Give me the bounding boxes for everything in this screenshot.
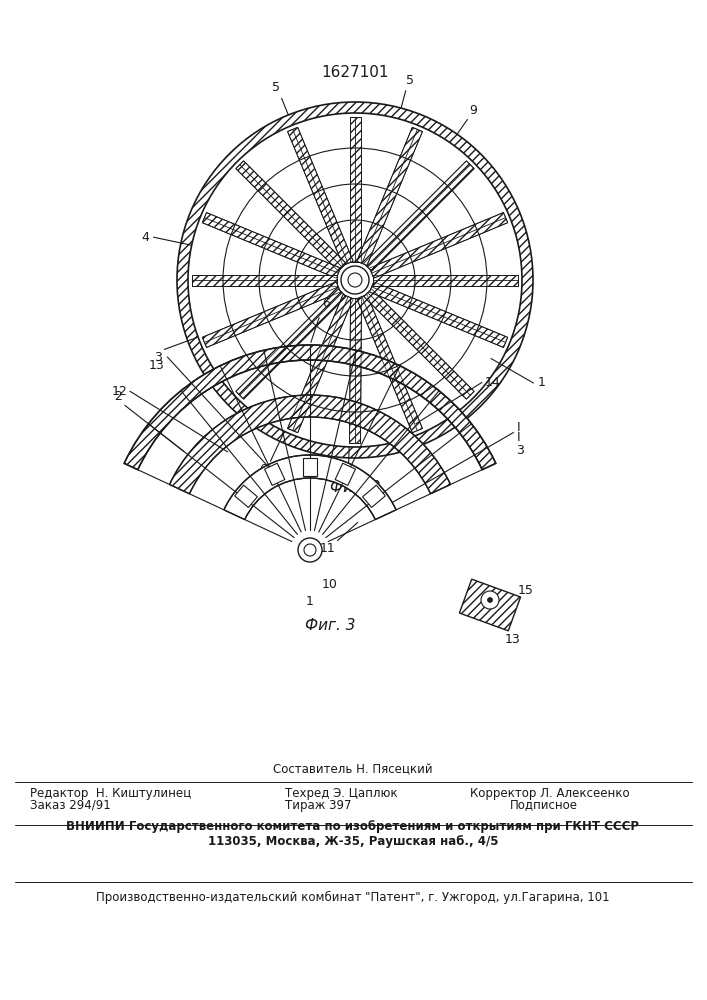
Wedge shape <box>124 345 496 470</box>
Polygon shape <box>264 463 285 485</box>
Circle shape <box>188 113 522 447</box>
Polygon shape <box>460 579 520 631</box>
Polygon shape <box>364 161 474 271</box>
Wedge shape <box>224 455 396 520</box>
Text: 10: 10 <box>322 578 338 591</box>
Text: 2: 2 <box>114 390 122 403</box>
Circle shape <box>298 538 322 562</box>
Polygon shape <box>202 282 341 347</box>
Polygon shape <box>370 213 508 278</box>
Text: 9: 9 <box>469 104 477 117</box>
Text: 2: 2 <box>426 472 433 485</box>
Text: Заказ 294/91: Заказ 294/91 <box>30 798 111 812</box>
Text: 1: 1 <box>537 376 545 389</box>
Polygon shape <box>236 161 346 271</box>
Text: Тираж 397: Тираж 397 <box>285 798 351 812</box>
Text: 6: 6 <box>351 475 359 488</box>
Polygon shape <box>364 289 474 399</box>
Polygon shape <box>288 295 354 433</box>
Text: 113035, Москва, Ж-35, Раушская наб., 4/5: 113035, Москва, Ж-35, Раушская наб., 4/5 <box>208 835 498 848</box>
Text: 6: 6 <box>259 463 267 476</box>
Text: 5: 5 <box>271 81 279 94</box>
Text: ВНИИПИ Государственного комитета по изобретениям и открытиям при ГКНТ СССР: ВНИИПИ Государственного комитета по изоб… <box>66 820 640 833</box>
Text: 5: 5 <box>406 74 414 87</box>
Text: Корректор Л. Алексеенко: Корректор Л. Алексеенко <box>470 788 630 800</box>
Polygon shape <box>349 298 361 443</box>
Text: 15: 15 <box>518 584 534 596</box>
Polygon shape <box>335 463 356 485</box>
Circle shape <box>488 597 493 602</box>
Text: Техред Э. Цаплюк: Техред Э. Цаплюк <box>285 788 397 800</box>
Polygon shape <box>288 127 354 265</box>
Polygon shape <box>373 274 518 286</box>
Polygon shape <box>192 274 337 286</box>
Text: Производственно-издательский комбинат "Патент", г. Ужгород, ул.Гагарина, 101: Производственно-издательский комбинат "П… <box>96 890 610 904</box>
Text: 13: 13 <box>148 359 165 372</box>
Text: Подписное: Подписное <box>510 798 578 812</box>
Text: 13: 13 <box>505 633 521 646</box>
Circle shape <box>304 544 316 556</box>
Wedge shape <box>170 395 450 494</box>
Wedge shape <box>177 102 533 458</box>
Text: 1: 1 <box>306 595 314 608</box>
Circle shape <box>481 591 499 609</box>
Text: 4: 4 <box>141 231 149 244</box>
Text: 3: 3 <box>517 444 525 457</box>
Circle shape <box>348 273 362 287</box>
Polygon shape <box>202 213 341 278</box>
Text: Фиг. 2: Фиг. 2 <box>329 480 380 495</box>
Circle shape <box>341 266 369 294</box>
Text: 14: 14 <box>485 376 501 389</box>
Polygon shape <box>236 289 346 399</box>
Text: 1627101: 1627101 <box>321 65 389 80</box>
Text: I: I <box>517 421 520 434</box>
Text: Фиг. 3: Фиг. 3 <box>305 618 355 633</box>
Polygon shape <box>370 282 508 347</box>
Text: Составитель Н. Пясецкий: Составитель Н. Пясецкий <box>273 764 433 776</box>
Text: Редактор  Н. Киштулинец: Редактор Н. Киштулинец <box>30 788 191 800</box>
Text: 11: 11 <box>320 542 336 556</box>
Polygon shape <box>357 127 423 265</box>
Text: 12: 12 <box>111 385 127 398</box>
Polygon shape <box>363 485 385 507</box>
Polygon shape <box>349 117 361 262</box>
Polygon shape <box>235 485 257 507</box>
Polygon shape <box>303 458 317 476</box>
Text: 3: 3 <box>154 351 162 364</box>
Text: 6: 6 <box>322 297 330 310</box>
Polygon shape <box>357 295 423 433</box>
Text: I: I <box>517 431 520 444</box>
